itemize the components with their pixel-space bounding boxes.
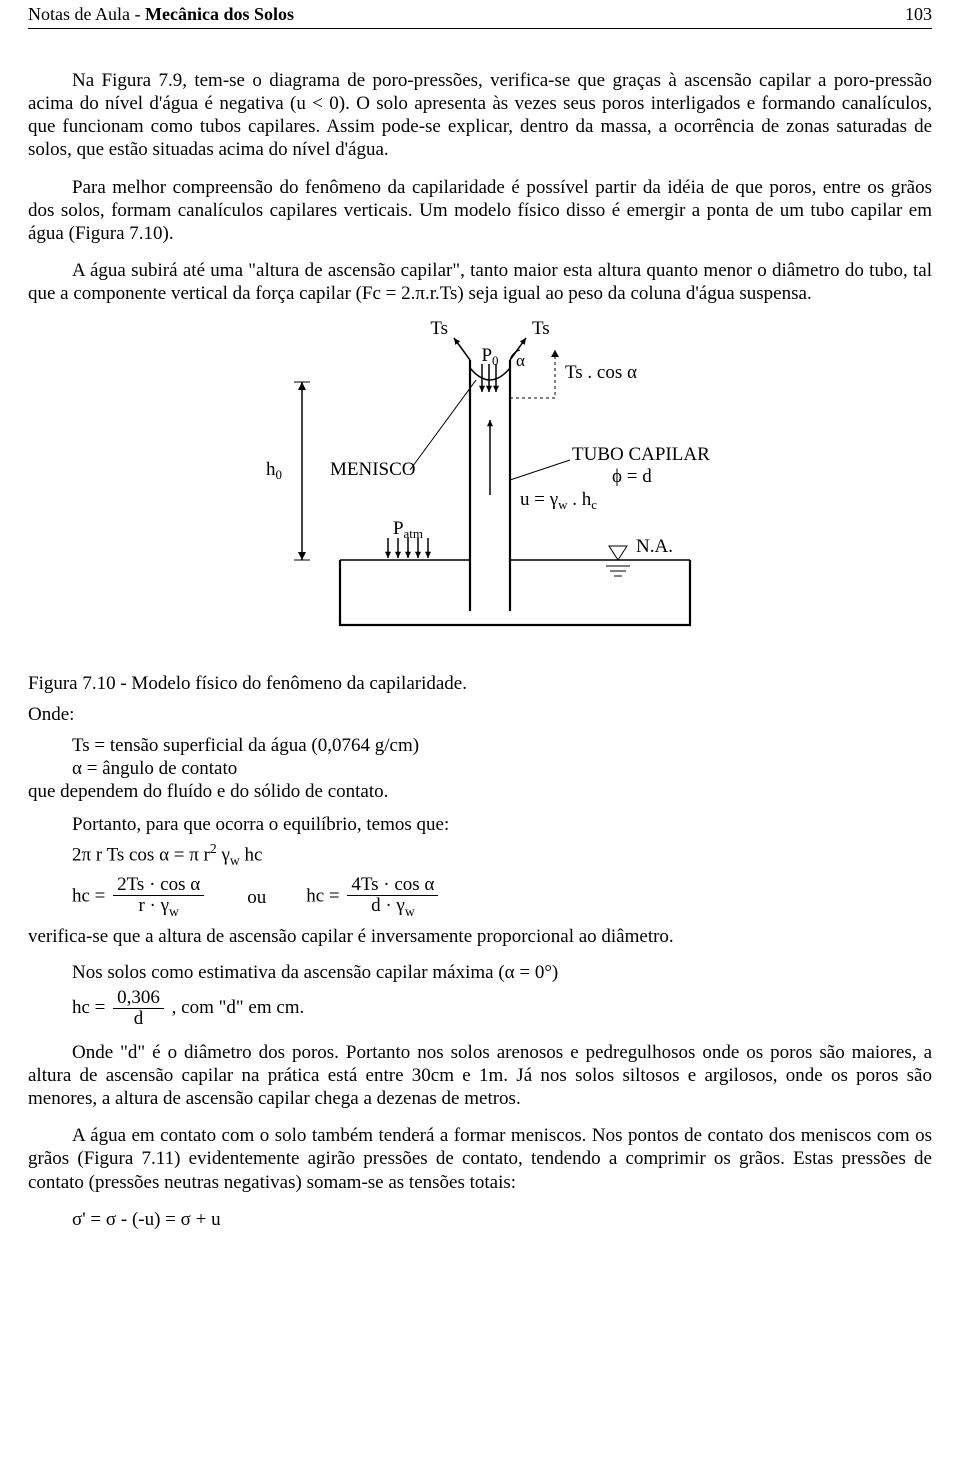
paragraph-1: Na Figura 7.9, tem-se o diagrama de poro… [28,69,932,162]
svg-text:Patm: Patm [393,518,423,541]
header-title: Notas de Aula - Mecânica dos Solos [28,4,294,26]
sigma-equation: σ' = σ - (-u) = σ + u [72,1208,932,1231]
max-ascension-intro: Nos solos como estimativa da ascensão ca… [72,961,932,984]
running-header: Notas de Aula - Mecânica dos Solos 103 [28,4,932,29]
paragraph-7: A água em contato com o solo também tend… [28,1124,932,1194]
definition-alpha: α = ângulo de contato [72,757,932,780]
capillary-diagram: Ts Ts P0 α Ts . cos α MENISCO TUBO CAPILARϕ = … [220,320,740,650]
svg-text:u = γw . hc: u = γw . hc [520,489,597,512]
definition-ts: Ts = tensão superficial da água (0,0764 … [72,734,932,757]
header-title-plain: Notas de Aula - [28,4,145,24]
svg-text:Ts . cos α: Ts . cos α [565,362,637,383]
svg-text:h0: h0 [266,459,282,482]
header-title-bold: Mecânica dos Solos [145,4,294,24]
hc-eq-d: hc = 4Ts · cos α d · γw [306,875,441,919]
equilibrium-intro: Portanto, para que ocorra o equilíbrio, … [72,813,932,836]
svg-text:P0: P0 [481,345,498,368]
equilibrium-equation: 2π r Ts cos α = π r2 γw hc [72,841,932,870]
paragraph-6: Onde "d" é o diâmetro dos poros. Portant… [28,1041,932,1111]
svg-text:N.A.: N.A. [636,536,673,557]
ou-label: ou [247,886,266,909]
paragraph-2: Para melhor compreensão do fenômeno da c… [28,176,932,246]
svg-text:ϕ = d: ϕ = d [612,466,652,487]
svg-text:α: α [516,351,525,370]
verify-text: verifica-se que a altura de ascensão cap… [28,925,932,948]
figure-7-10: Ts Ts P0 α Ts . cos α MENISCO TUBO CAPILARϕ = … [28,320,932,650]
paragraph-3: A água subirá até uma "altura de ascensã… [28,259,932,305]
svg-text:MENISCO: MENISCO [330,459,416,480]
definition-note: que dependem do fluído e do sólido de co… [28,780,932,803]
hc-equations-row: hc = 2Ts · cos α r · γw ou hc = 4Ts · co… [72,875,932,919]
figure-caption: Figura 7.10 - Modelo físico do fenômeno … [28,672,932,695]
onde-label: Onde: [28,703,932,726]
svg-text:Ts: Ts [430,320,448,339]
page-number: 103 [905,4,932,26]
svg-text:Ts: Ts [532,320,550,339]
svg-text:TUBO CAPILAR: TUBO CAPILAR [572,444,710,465]
hc-max-equation: hc = 0,306 d , com "d" em cm. [72,988,932,1029]
hc-eq-r: hc = 2Ts · cos α r · γw [72,875,207,919]
